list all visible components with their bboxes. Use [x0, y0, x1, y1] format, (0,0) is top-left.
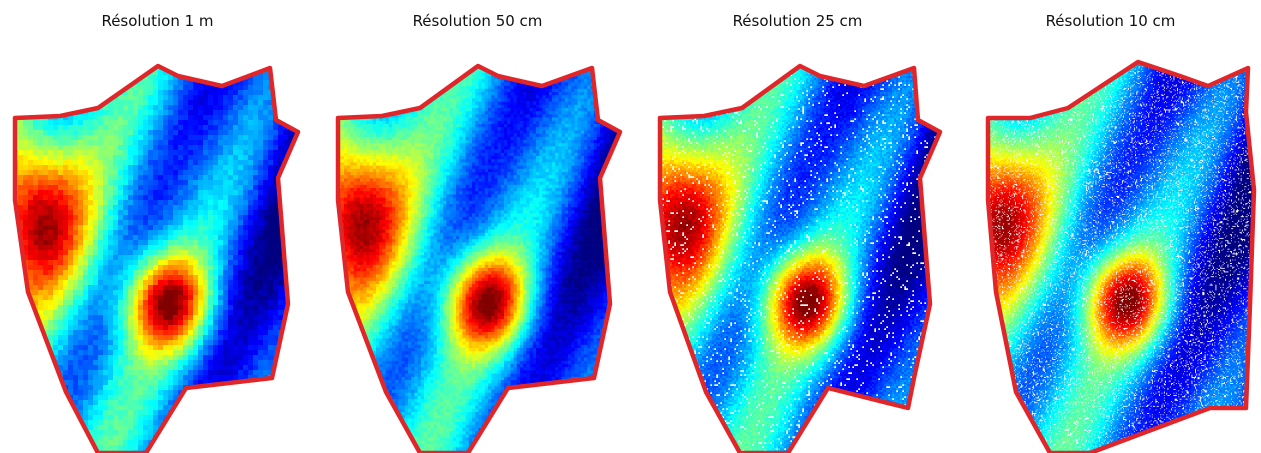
elevation-raster: [648, 60, 946, 453]
elevation-map: [320, 0, 635, 453]
elevation-raster: [328, 60, 626, 453]
panel-25cm: Résolution 25 cm: [640, 0, 955, 453]
panel-10cm: Résolution 10 cm: [960, 0, 1261, 453]
elevation-map: [960, 0, 1261, 453]
elevation-map: [0, 0, 315, 453]
elevation-raster: [8, 60, 308, 453]
panel-1m: Résolution 1 m: [0, 0, 315, 453]
elevation-map: [640, 0, 955, 453]
panel-50cm: Résolution 50 cm: [320, 0, 635, 453]
